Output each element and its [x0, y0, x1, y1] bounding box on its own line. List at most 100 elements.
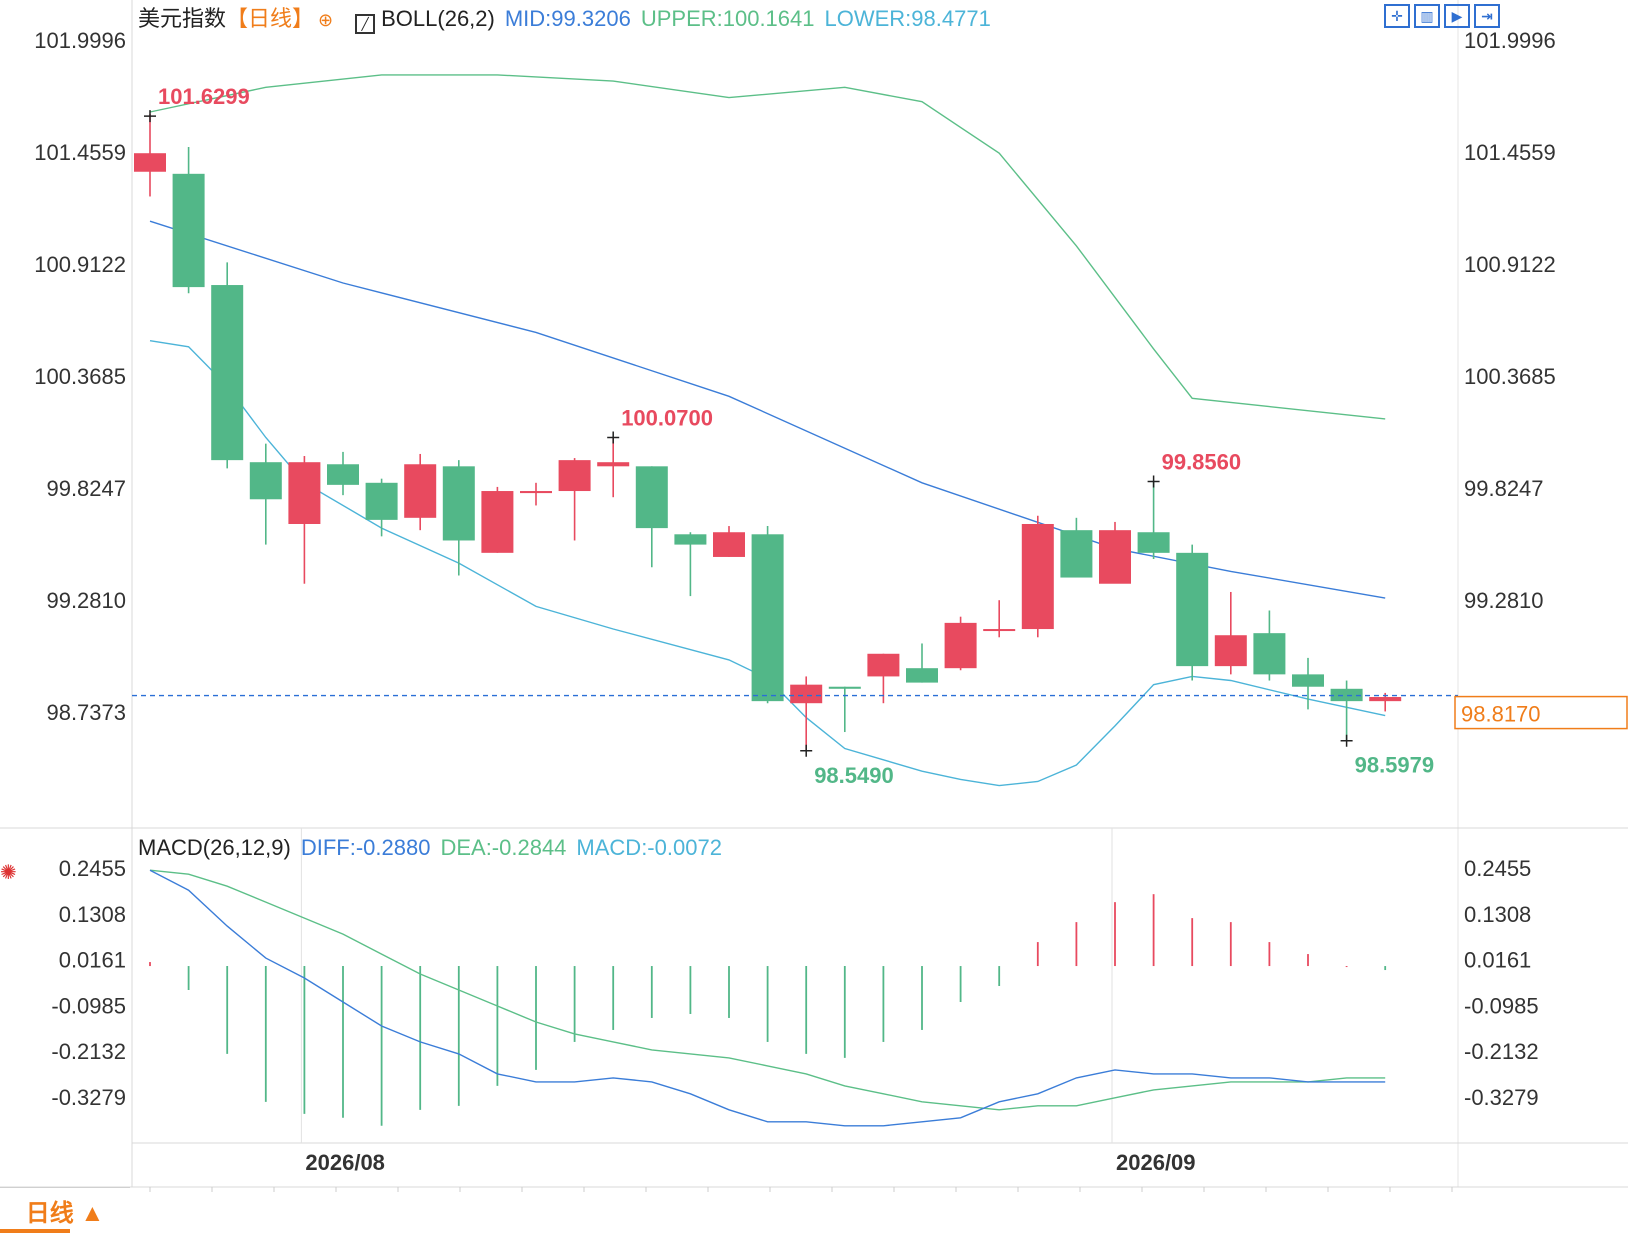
annotation-low-label: 98.5490	[814, 763, 894, 788]
macd-y-tick-right: 0.1308	[1464, 902, 1531, 927]
y-tick-left: 100.9122	[34, 252, 126, 277]
macd-y-tick-left: -0.3279	[51, 1085, 126, 1110]
annotation-marker	[144, 110, 156, 123]
candle-body	[1137, 532, 1170, 553]
macd-y-tick-left: -0.0985	[51, 993, 126, 1018]
candle-body	[172, 173, 205, 288]
boll-mid-line	[149, 220, 1386, 599]
boll-mid-value: MID:99.3206	[504, 6, 631, 31]
candle-body	[1330, 688, 1363, 702]
macd-header: MACD(26,12,9) DIFF:-0.2880 DEA:-0.2844 MACD…	[138, 835, 732, 861]
macd-y-tick-right: -0.0985	[1464, 993, 1539, 1018]
macd-y-tick-left: -0.2132	[51, 1039, 126, 1064]
annotation-marker	[1147, 475, 1160, 488]
candle-body	[751, 534, 784, 702]
macd-macd-value: MACD:-0.0072	[576, 835, 722, 860]
candle-body	[906, 668, 938, 683]
macd-selector-icon[interactable]: ✺	[0, 862, 17, 884]
candle-body	[442, 466, 475, 541]
macd-y-tick-right: 0.2455	[1464, 856, 1531, 881]
y-tick-right: 101.4559	[1464, 140, 1556, 165]
annotation-marker	[1340, 734, 1353, 747]
annotation-high-label: 99.8560	[1162, 450, 1242, 475]
macd-y-tick-left: 0.1308	[59, 902, 126, 927]
macd-y-tick-right: -0.2132	[1464, 1039, 1539, 1064]
boll-lower-value: LOWER:98.4771	[824, 6, 991, 31]
y-tick-left: 101.9996	[34, 28, 126, 53]
annotation-low-label: 98.5979	[1355, 753, 1435, 778]
boll-upper-value: UPPER:100.1641	[640, 6, 815, 31]
annotation-marker	[800, 744, 813, 757]
candle-body	[481, 491, 514, 553]
bar-chart-icon[interactable]: ▥	[1414, 4, 1440, 28]
macd-y-tick-right: 0.0161	[1464, 948, 1531, 973]
annotation-marker	[607, 431, 620, 444]
annotation-high-label: 100.0700	[621, 405, 713, 430]
candle-body	[944, 622, 977, 669]
y-tick-right: 101.9996	[1464, 28, 1556, 53]
macd-y-tick-left: 0.2455	[59, 856, 126, 881]
y-tick-right: 100.3685	[1464, 364, 1556, 389]
main-header: 美元指数【日线】 ⊕ ╱ BOLL(26,2) MID:99.3206 UPPER:100…	[138, 6, 1001, 34]
candle-body	[713, 532, 745, 557]
candle-body	[1214, 635, 1247, 667]
candle-body	[1292, 674, 1324, 687]
macd-dea-line	[149, 869, 1386, 1111]
candle-body	[365, 482, 398, 520]
indicator-icon[interactable]: ╱	[355, 14, 376, 34]
candle-body	[1253, 633, 1286, 675]
candle-body	[1369, 697, 1402, 702]
period-button[interactable]: 日线 ▲	[0, 1187, 130, 1233]
y-tick-left: 98.7373	[46, 700, 126, 725]
play-icon[interactable]: ▶	[1444, 4, 1470, 28]
period-tag[interactable]: 【日线】	[226, 6, 315, 31]
candle-body	[674, 534, 707, 545]
crosshair-icon[interactable]: ✛	[1384, 4, 1410, 28]
candle-body	[867, 653, 900, 677]
y-tick-left: 99.2810	[46, 588, 126, 613]
settings-circle-icon[interactable]: ⊕	[318, 10, 334, 30]
candle-body	[790, 684, 823, 704]
candle-body	[288, 462, 321, 524]
y-tick-right: 99.2810	[1464, 588, 1544, 613]
last-price-box	[1454, 695, 1628, 730]
y-tick-right: 99.8247	[1464, 476, 1544, 501]
period-button-label: 日线 ▲	[25, 1200, 105, 1227]
candle-body	[327, 464, 359, 485]
macd-dea-value: DEA:-0.2844	[440, 835, 567, 860]
y-tick-left: 100.3685	[34, 364, 126, 389]
candle-body	[828, 686, 861, 689]
candle-body	[983, 629, 1016, 632]
last-price-label: 98.8170	[1461, 702, 1541, 727]
candle-body	[134, 153, 166, 172]
period-underline	[0, 1229, 70, 1233]
y-tick-left: 101.4559	[34, 140, 126, 165]
candle-body	[1099, 530, 1131, 584]
candle-body	[597, 462, 630, 467]
boll-name: BOLL(26,2)	[381, 6, 495, 31]
y-tick-left: 99.8247	[46, 476, 126, 501]
macd-y-tick-left: 0.0161	[59, 948, 126, 973]
toolbar: ✛ ▥ ▶ ⇥	[1384, 4, 1500, 28]
candle-body	[1176, 552, 1209, 667]
macd-y-tick-right: -0.3279	[1464, 1085, 1539, 1110]
candle-body	[1060, 530, 1093, 578]
candle-body	[404, 464, 437, 518]
symbol-title: 美元指数	[138, 6, 227, 31]
candle-body	[211, 285, 244, 461]
boll-upper-line	[149, 74, 1386, 420]
candle-body	[249, 462, 282, 500]
candle-body	[1021, 523, 1054, 630]
macd-diff-line	[149, 869, 1386, 1127]
annotation-high-label: 101.6299	[158, 84, 250, 109]
candle-body	[520, 491, 552, 494]
candle-body	[558, 460, 591, 492]
macd-name: MACD(26,12,9)	[138, 835, 291, 860]
x-tick-label: 2026/09	[1116, 1150, 1196, 1175]
y-tick-right: 100.9122	[1464, 252, 1556, 277]
macd-diff-value: DIFF:-0.2880	[300, 835, 431, 860]
forward-icon[interactable]: ⇥	[1474, 4, 1500, 28]
candle-body	[635, 466, 668, 529]
x-tick-label: 2026/08	[305, 1150, 385, 1175]
